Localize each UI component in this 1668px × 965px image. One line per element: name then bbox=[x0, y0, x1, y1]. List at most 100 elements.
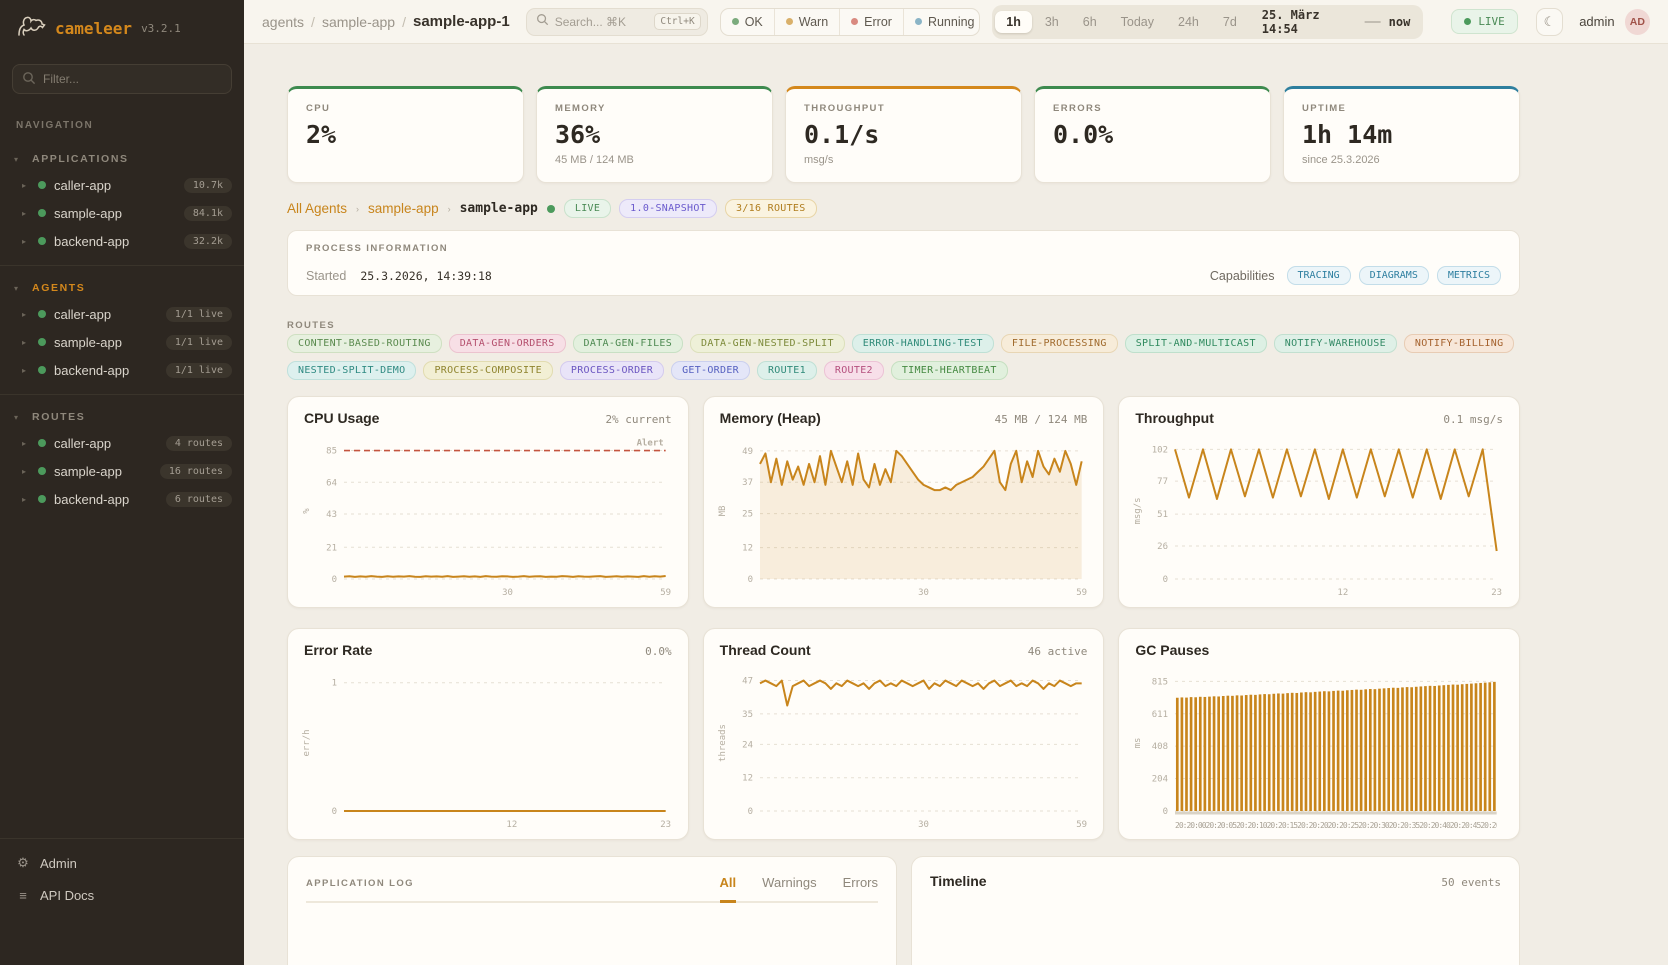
footer-label: Admin bbox=[40, 855, 77, 871]
stat-card-uptime: UPTIME 1h 14m since 25.3.2026 bbox=[1283, 86, 1520, 183]
breadcrumb-agents[interactable]: agents bbox=[262, 13, 305, 30]
time-range-24h[interactable]: 24h bbox=[1178, 14, 1199, 29]
section-header-routes[interactable]: ▾ ROUTES bbox=[0, 403, 244, 429]
live-indicator[interactable]: LIVE bbox=[1451, 9, 1518, 34]
log-tabs: All Warnings Errors bbox=[719, 875, 878, 903]
time-range-6h[interactable]: 6h bbox=[1082, 14, 1097, 29]
svg-text:err/h: err/h bbox=[302, 729, 312, 756]
item-label: backend-app bbox=[54, 362, 130, 378]
status-dot bbox=[38, 209, 46, 217]
count-badge: 32.2k bbox=[183, 233, 232, 249]
search-input[interactable] bbox=[554, 14, 647, 29]
time-range-3h[interactable]: 3h bbox=[1044, 14, 1059, 29]
avatar[interactable]: AD bbox=[1624, 8, 1651, 35]
stat-label: CPU bbox=[306, 103, 331, 114]
route-badge[interactable]: SPLIT-AND-MULTICAST bbox=[1124, 334, 1267, 353]
bottom-row: APPLICATION LOG All Warnings Errors Time… bbox=[287, 856, 1520, 965]
sidebar-item-api-docs[interactable]: ≡ API Docs bbox=[0, 879, 244, 911]
stat-value: 36% bbox=[555, 120, 601, 149]
capabilities-label: Capabilities bbox=[1209, 268, 1275, 283]
section-header-agents[interactable]: ▾ AGENTS bbox=[0, 274, 244, 300]
time-range-from[interactable]: 25. März 14:54 bbox=[1261, 7, 1320, 36]
sidebar-item-applications-sample-app[interactable]: ▸ sample-app 84.1k bbox=[0, 199, 244, 227]
sidebar-item-agents-caller-app[interactable]: ▸ caller-app 1/1 live bbox=[0, 300, 244, 328]
sidebar-item-routes-caller-app[interactable]: ▸ caller-app 4 routes bbox=[0, 429, 244, 457]
collapse-caret-icon: ▾ bbox=[14, 412, 19, 422]
svg-text:26: 26 bbox=[1158, 542, 1169, 552]
route-badge[interactable]: ROUTE2 bbox=[823, 361, 884, 380]
agent-status-badge[interactable]: 3/16 ROUTES bbox=[725, 199, 817, 218]
log-tab-errors[interactable]: Errors bbox=[842, 875, 878, 890]
sidebar-item-applications-backend-app[interactable]: ▸ backend-app 32.2k bbox=[0, 227, 244, 255]
sidebar-item-agents-sample-app[interactable]: ▸ sample-app 1/1 live bbox=[0, 328, 244, 356]
route-badge[interactable]: PROCESS-COMPOSITE bbox=[423, 361, 553, 380]
sidebar-item-admin[interactable]: ⚙ Admin bbox=[0, 847, 244, 879]
route-badge[interactable]: TIMER-HEARTBEAT bbox=[890, 361, 1008, 380]
route-badge[interactable]: NOTIFY-WAREHOUSE bbox=[1273, 334, 1397, 353]
search-icon bbox=[22, 71, 36, 90]
route-badge[interactable]: FILE-PROCESSING bbox=[1000, 334, 1118, 353]
filter-input[interactable] bbox=[12, 64, 232, 94]
application-log-panel: APPLICATION LOG All Warnings Errors bbox=[287, 856, 897, 965]
route-badge[interactable]: ERROR-HANDLING-TEST bbox=[851, 334, 994, 353]
status-filter-running[interactable]: Running bbox=[902, 8, 979, 35]
breadcrumb-sample-app[interactable]: sample-app bbox=[321, 13, 396, 30]
status-filter-error[interactable]: Error bbox=[839, 8, 903, 35]
stat-value: 0.0% bbox=[1053, 120, 1114, 149]
time-range-to[interactable]: now bbox=[1388, 14, 1411, 29]
chevron-right-icon: ▸ bbox=[22, 309, 27, 319]
chevron-right-icon: ▸ bbox=[22, 365, 27, 375]
log-tab-all[interactable]: All bbox=[719, 875, 737, 903]
route-badge[interactable]: ROUTE1 bbox=[756, 361, 817, 380]
time-range-1h[interactable]: 1h bbox=[995, 10, 1032, 33]
route-badge[interactable]: DATA-GEN-NESTED-SPLIT bbox=[690, 334, 845, 353]
route-badge[interactable]: PROCESS-ORDER bbox=[559, 361, 665, 380]
timeline-panel: Timeline 50 events bbox=[911, 856, 1520, 965]
sidebar-item-routes-sample-app[interactable]: ▸ sample-app 16 routes bbox=[0, 457, 244, 485]
item-label: caller-app bbox=[54, 306, 112, 322]
svg-text:threads: threads bbox=[718, 724, 728, 762]
breadcrumb: agents / sample-app / sample-app-1 bbox=[262, 13, 510, 30]
sidebar-item-routes-backend-app[interactable]: ▸ backend-app 6 routes bbox=[0, 485, 244, 513]
throughput-chart: 0 26 51 77 102 msg/s 12 23 bbox=[1133, 445, 1502, 598]
section-title: ROUTES bbox=[32, 411, 86, 423]
started-label: Started bbox=[306, 268, 347, 283]
stats-row: CPU 2% MEMORY 36% 45 MB / 124 MB THROUGH… bbox=[287, 86, 1520, 183]
sidebar-item-applications-caller-app[interactable]: ▸ caller-app 10.7k bbox=[0, 171, 244, 199]
svg-text:23: 23 bbox=[660, 820, 671, 830]
app-logo[interactable]: cameleer v3.2.1 bbox=[0, 0, 244, 54]
running-status-dot bbox=[914, 18, 922, 25]
svg-text:12: 12 bbox=[742, 544, 753, 554]
route-badge[interactable]: NESTED-SPLIT-DEMO bbox=[287, 361, 417, 380]
route-badge[interactable]: CONTENT-BASED-ROUTING bbox=[287, 334, 442, 353]
status-filter-ok[interactable]: OK bbox=[721, 9, 774, 35]
capability-badge-tracing: TRACING bbox=[1286, 266, 1351, 285]
gear-icon: ⚙ bbox=[17, 855, 29, 870]
svg-text:51: 51 bbox=[1158, 510, 1169, 520]
section-header-applications[interactable]: ▾ APPLICATIONS bbox=[0, 145, 244, 171]
svg-text:Alert: Alert bbox=[637, 439, 664, 449]
time-range-today[interactable]: Today bbox=[1120, 14, 1155, 29]
collapse-caret-icon: ▾ bbox=[14, 154, 19, 164]
agent-bar-all-agents-link[interactable]: All Agents bbox=[287, 201, 348, 216]
route-badge[interactable]: NOTIFY-BILLING bbox=[1403, 334, 1515, 353]
dark-mode-toggle[interactable]: ☾ bbox=[1535, 7, 1564, 36]
log-tab-warnings[interactable]: Warnings bbox=[762, 875, 817, 890]
stat-sub: 45 MB / 124 MB bbox=[555, 154, 634, 166]
svg-text:47: 47 bbox=[742, 677, 753, 687]
time-range-7d[interactable]: 7d bbox=[1222, 14, 1237, 29]
agent-status-badge[interactable]: LIVE bbox=[563, 199, 612, 218]
agent-status-badge[interactable]: 1.0-SNAPSHOT bbox=[619, 199, 718, 218]
global-search[interactable]: Ctrl+K bbox=[525, 7, 708, 36]
status-filter-warn[interactable]: Warn bbox=[773, 8, 839, 35]
route-badge[interactable]: DATA-GEN-FILES bbox=[572, 334, 684, 353]
app-name: cameleer bbox=[55, 19, 133, 38]
route-badge[interactable]: DATA-GEN-ORDERS bbox=[448, 334, 566, 353]
status-dot bbox=[38, 237, 46, 245]
route-badge[interactable]: GET-ORDER bbox=[671, 361, 750, 380]
sidebar-item-agents-backend-app[interactable]: ▸ backend-app 1/1 live bbox=[0, 356, 244, 384]
sidebar: cameleer v3.2.1 NAVIGATION ▾ APPLICATION… bbox=[0, 0, 244, 965]
count-badge: 1/1 live bbox=[165, 334, 232, 350]
agent-bar-app-link[interactable]: sample-app bbox=[368, 201, 439, 216]
status-dot bbox=[38, 181, 46, 189]
